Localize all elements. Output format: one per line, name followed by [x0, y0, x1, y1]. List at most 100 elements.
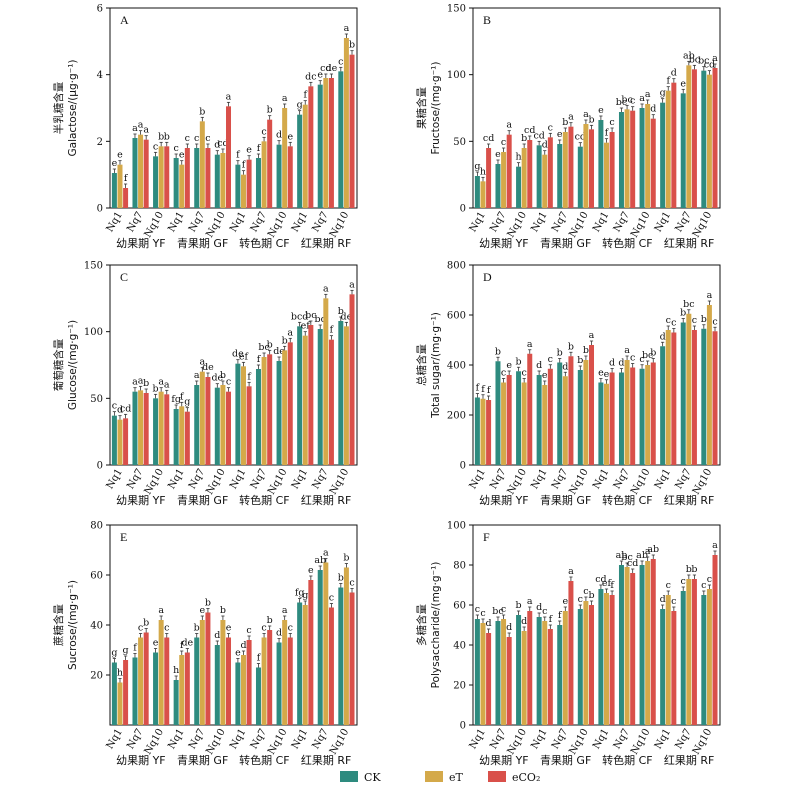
significance-label: fg	[295, 588, 305, 599]
significance-label: ab	[314, 555, 326, 566]
significance-label: b	[267, 615, 273, 626]
x-tick-label: Nq7	[187, 210, 207, 234]
x-tick-label: Nq1	[468, 727, 488, 751]
bar-ck	[276, 361, 282, 465]
legend-swatch	[340, 771, 358, 782]
bar-eco	[226, 106, 232, 208]
bar-eco	[527, 140, 533, 208]
significance-label: d	[562, 361, 568, 372]
significance-label: a	[143, 125, 149, 136]
bar-et	[706, 305, 712, 465]
panel-letter: D	[483, 270, 492, 284]
significance-label: c	[681, 576, 686, 587]
significance-label: cd	[704, 60, 715, 71]
significance-label: d	[660, 594, 666, 605]
stage-label: 红果期 RF	[301, 494, 351, 507]
stage-label: 转色期 CF	[239, 236, 290, 250]
x-tick-label: Nq10	[506, 467, 529, 497]
bar-ck	[516, 371, 522, 465]
x-tick-label: Nq10	[328, 727, 351, 757]
significance-label: c	[226, 377, 231, 388]
significance-label: d	[660, 331, 666, 342]
stage-label: 转色期 CF	[239, 753, 290, 767]
significance-label: a	[589, 330, 595, 341]
significance-label: d	[486, 618, 492, 629]
significance-label: c	[153, 141, 158, 152]
x-tick-label: Nq7	[310, 210, 330, 234]
panel-d: 0 200 400 600 800 D 总糖含量 Total sugar/(mg·g⁻¹) f b…	[415, 261, 721, 507]
bar-et	[480, 398, 486, 465]
significance-label: bc	[305, 310, 316, 321]
significance-label: f	[303, 90, 308, 101]
significance-label: cd	[217, 138, 228, 149]
y-tick-label: 50	[90, 394, 103, 405]
bar-et	[323, 298, 329, 465]
significance-label: c	[480, 608, 485, 619]
significance-label: d	[536, 360, 542, 371]
significance-label: a	[138, 120, 144, 131]
significance-label: f	[257, 143, 262, 154]
significance-label: a	[712, 540, 718, 551]
bar-eco	[691, 69, 697, 208]
x-tick-label: Nq10	[506, 210, 529, 240]
bar-ck	[297, 114, 303, 208]
significance-label: a	[323, 283, 329, 294]
significance-label: f	[558, 610, 563, 621]
bar-eco	[184, 411, 190, 465]
significance-label: c	[521, 368, 526, 379]
bar-ck	[639, 368, 645, 465]
bar-ck	[680, 322, 686, 465]
bar-et	[343, 567, 349, 725]
y-tick-label: 40	[453, 641, 466, 652]
significance-label: f	[257, 653, 262, 664]
bar-eco	[287, 637, 293, 725]
significance-label: e	[598, 105, 604, 116]
bar-ck	[297, 326, 303, 465]
y-axis-label-cn: 半乳糖含量	[52, 81, 65, 134]
stage-label: 转色期 CF	[239, 493, 290, 507]
significance-label: c	[173, 143, 178, 154]
bar-ck	[618, 112, 624, 208]
bar-et	[179, 406, 185, 465]
significance-label: de	[326, 63, 338, 74]
bar-eco	[143, 393, 149, 465]
significance-label: f	[487, 385, 492, 396]
significance-label: a	[287, 327, 293, 338]
x-tick-label: Nq1	[228, 727, 248, 751]
significance-label: cd	[120, 403, 131, 414]
significance-label: c	[712, 316, 717, 327]
bar-ck	[276, 144, 282, 208]
significance-label: c	[548, 122, 553, 133]
bar-eco	[589, 345, 595, 465]
bar-eco	[589, 605, 595, 725]
bar-ck	[338, 587, 344, 725]
x-tick-label: Nq1	[529, 727, 549, 751]
significance-label: e	[308, 565, 314, 576]
significance-label: e	[542, 370, 548, 381]
significance-label: b	[158, 131, 164, 142]
y-tick-label: 0	[97, 204, 103, 215]
y-tick-label: 200	[447, 411, 466, 422]
bar-eco	[547, 368, 553, 465]
significance-label: e	[287, 131, 293, 142]
significance-label: b	[205, 598, 211, 609]
bar-ck	[701, 595, 707, 725]
significance-label: d	[521, 616, 527, 627]
bar-eco	[671, 82, 677, 208]
bar-et	[220, 620, 226, 725]
significance-label: f	[666, 76, 671, 87]
bar-et	[282, 620, 288, 725]
bar-et	[624, 109, 630, 208]
bar-eco	[184, 652, 190, 725]
significance-label: fg	[171, 394, 181, 405]
significance-label: h	[480, 166, 486, 177]
significance-label: b	[349, 40, 355, 51]
bar-et	[343, 326, 349, 465]
bar-ck	[660, 346, 666, 465]
bar-ck	[338, 321, 344, 465]
x-tick-label: Nq10	[266, 467, 289, 497]
bar-ck	[577, 370, 583, 465]
bar-ck	[173, 680, 179, 725]
bar-ck	[194, 148, 200, 208]
bar-et	[261, 357, 267, 465]
